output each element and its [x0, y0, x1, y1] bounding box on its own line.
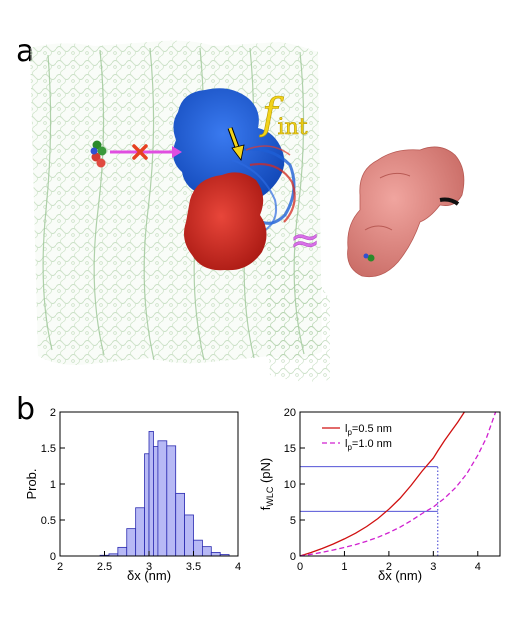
wlc-x-tick-label: 4	[475, 561, 481, 573]
wlc-x-tick-label: 0	[297, 561, 303, 573]
ligand-bead	[90, 140, 107, 168]
wlc-x-tick-label: 1	[341, 561, 347, 573]
wlc-y-tick-label: 0	[290, 551, 296, 563]
histogram-y-label: Prob.	[24, 468, 39, 499]
approx-symbol: ≈	[290, 220, 320, 261]
histogram-y-tick-label: 1.5	[41, 443, 56, 455]
wlc-y-tick-label: 10	[284, 479, 296, 491]
force-arrow	[227, 127, 245, 161]
wlc-x-label: δx (nm)	[378, 568, 422, 583]
wlc-guide-lines	[300, 466, 439, 556]
wlc-series-line-2	[299, 411, 497, 557]
wlc-frame	[299, 411, 501, 557]
panel-a-label: a	[16, 34, 35, 69]
wlc-series-line-1	[299, 411, 465, 557]
histogram-x-tick-label: 3	[146, 561, 152, 573]
histogram-y-tick-label: 0.5	[41, 515, 56, 527]
histogram-y-tick-label: 0	[50, 551, 56, 563]
molecular-rendering: fint ≈	[30, 40, 465, 382]
wlc-x-tick-label: 2	[386, 561, 392, 573]
f-int-annotation: fint	[259, 89, 308, 140]
histogram-y-tick-label: 1	[50, 479, 56, 491]
histogram-y-tick-label: 2	[50, 407, 56, 419]
histogram-x-tick-label: 4	[235, 561, 241, 573]
wlc-legend-label: lp=1.0 nm	[345, 438, 392, 452]
wlc-y-ticks: 0 5 10 15 20	[284, 407, 305, 563]
histogram-x-tick-label: 2	[57, 561, 63, 573]
panel-b-label: b	[16, 392, 36, 427]
wlc-series	[299, 411, 497, 557]
surface-protein	[347, 146, 465, 278]
wlc-x-tick-label: 3	[430, 561, 436, 573]
wlc-y-tick-label: 15	[284, 443, 296, 455]
histogram-x-tick-label: 3.5	[186, 561, 201, 573]
wlc-y-tick-label: 20	[284, 407, 296, 419]
red-domain	[184, 145, 296, 271]
histogram-x-label: δx (nm)	[127, 568, 171, 583]
histogram-y-ticks: 0 0.5 1 1.5 2	[41, 407, 65, 563]
wlc-legend-label: lp=0.5 nm	[345, 423, 392, 437]
wlc-y-label: fWLC (pN)	[258, 458, 275, 511]
translocation-arrow	[110, 144, 182, 160]
histogram-x-tick-label: 2.5	[97, 561, 112, 573]
histogram-x-ticks: 2 2.5 3 3.5 4	[57, 551, 241, 573]
wlc-x-ticks: 0 1 2 3 4	[297, 551, 481, 573]
wlc-y-tick-label: 5	[290, 515, 296, 527]
